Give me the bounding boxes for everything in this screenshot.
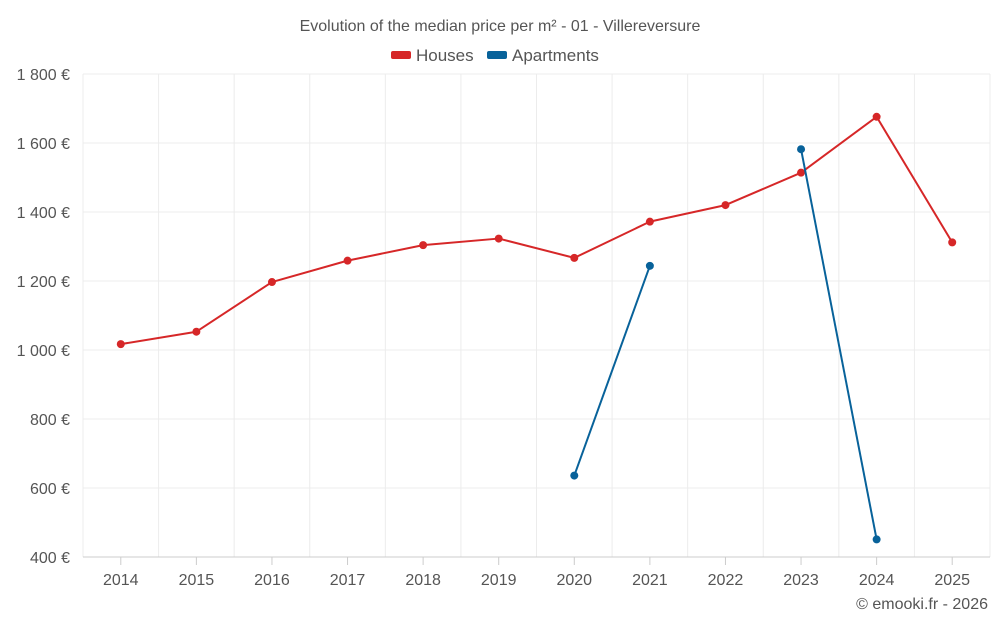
data-point-houses[interactable] xyxy=(721,201,730,210)
x-tick-label: 2023 xyxy=(783,572,819,589)
x-tick-label: 2014 xyxy=(103,572,139,589)
x-tick-label: 2019 xyxy=(481,572,517,589)
y-tick-label: 1 400 € xyxy=(17,205,70,222)
credit-text: © emooki.fr - 2026 xyxy=(856,596,988,613)
x-tick-label: 2017 xyxy=(330,572,366,589)
legend-item-apartments[interactable]: Apartments xyxy=(487,46,599,65)
x-tick-label: 2016 xyxy=(254,572,290,589)
legend-item-houses[interactable]: Houses xyxy=(391,46,474,65)
series-line-houses xyxy=(120,115,954,346)
data-point-apartments[interactable] xyxy=(872,535,881,544)
y-tick-label: 400 € xyxy=(30,550,70,567)
data-point-houses[interactable] xyxy=(343,256,352,265)
data-point-houses[interactable] xyxy=(267,278,276,287)
data-point-apartments[interactable] xyxy=(797,145,806,154)
gridlines xyxy=(82,73,991,558)
y-tick-label: 800 € xyxy=(30,412,70,429)
series-line-apartments xyxy=(800,149,878,540)
data-point-houses[interactable] xyxy=(570,253,579,262)
data-point-houses[interactable] xyxy=(419,241,428,250)
x-axis: 2014 2015 2016 2017 2018 2019 2020 2021 2022 2023… xyxy=(83,556,990,589)
x-tick-label: 2018 xyxy=(405,572,441,589)
y-tick-label: 1 200 € xyxy=(17,274,70,291)
data-point-houses[interactable] xyxy=(645,217,654,226)
legend-swatch-apartments xyxy=(487,51,507,59)
legend-label-apartments: Apartments xyxy=(512,46,599,65)
x-tick-label: 2021 xyxy=(632,572,668,589)
legend-label-houses: Houses xyxy=(416,46,474,65)
data-point-apartments[interactable] xyxy=(645,261,654,270)
y-tick-label: 1 000 € xyxy=(17,343,70,360)
x-tick-label: 2022 xyxy=(708,572,744,589)
data-point-houses[interactable] xyxy=(116,340,125,349)
y-tick-label: 1 800 € xyxy=(17,67,70,84)
data-point-houses[interactable] xyxy=(192,327,201,336)
series-line-apartments xyxy=(573,265,651,476)
data-point-houses[interactable] xyxy=(797,168,806,177)
data-point-houses[interactable] xyxy=(494,234,503,243)
x-tick-label: 2015 xyxy=(179,572,215,589)
data-point-houses[interactable] xyxy=(948,238,957,247)
legend-swatch-houses xyxy=(391,51,411,59)
data-point-houses[interactable] xyxy=(872,112,881,121)
x-tick-label: 2024 xyxy=(859,572,895,589)
y-tick-label: 600 € xyxy=(30,481,70,498)
chart-title: Evolution of the median price per m² - 0… xyxy=(300,18,701,35)
x-tick-label: 2025 xyxy=(934,572,970,589)
y-axis: 400 € 600 € 800 € 1 000 € 1 200 € 1 400 € 1 60… xyxy=(17,67,70,567)
legend: Houses Apartments xyxy=(391,46,599,65)
data-point-apartments[interactable] xyxy=(570,471,579,480)
y-tick-label: 1 600 € xyxy=(17,136,70,153)
x-tick-label: 2020 xyxy=(556,572,592,589)
series xyxy=(116,112,957,544)
